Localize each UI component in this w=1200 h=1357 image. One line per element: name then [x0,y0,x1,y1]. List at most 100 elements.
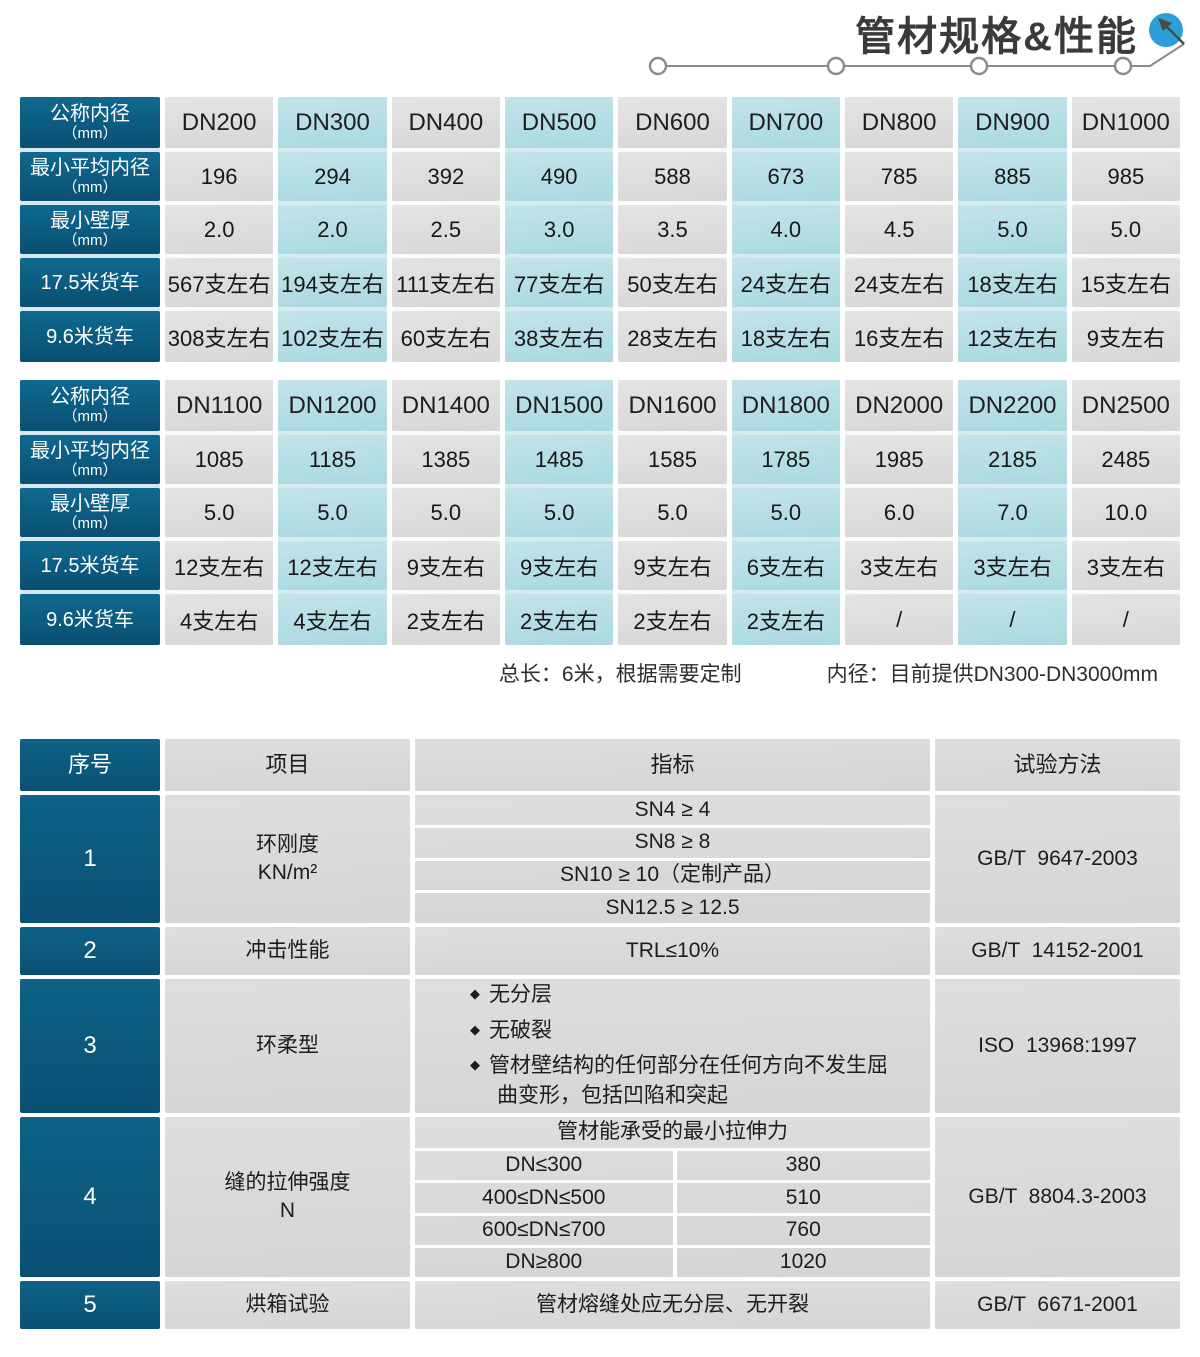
row-header: 9.6米货车 [20,592,160,645]
row-header: 17.5米货车 [20,539,160,592]
column-header-label: DN800 [845,97,954,148]
data-cell-value: 10.0 [1071,488,1180,537]
perf-header-item: 项目 [165,739,410,791]
page-header: 管材规格&性能 [0,0,1200,95]
data-cell-value: 1985 [845,435,954,484]
timeline-node-icon [826,56,846,76]
row-header-line1: 公称内径 [50,386,130,409]
data-cell: 9支左右 [391,539,500,592]
column-header: DN2500 [1071,380,1180,433]
data-cell-value: 785 [845,152,954,201]
sub-table-value: 380 [785,1153,821,1177]
data-cell-value: 2支左右 [618,594,727,645]
data-cell-value: 5.0 [618,488,727,537]
data-cell: 12支左右 [165,539,274,592]
spec-table-2: 公称内径 （mm） DN1100 DN1200 DN1400 DN1500 DN1600 DN… [20,380,1180,645]
data-cell-value: 2.0 [278,205,387,254]
data-cell: 3支左右 [845,539,954,592]
data-cell-value: 24支左右 [731,258,840,307]
indicator-sub-row: SN12.5 ≥ 12.5 [605,895,740,919]
perf-method-cell: GB/T 14152-2001 [935,927,1180,975]
column-header: DN1500 [505,380,614,433]
data-cell-value: 3支左右 [958,541,1067,590]
column-header: DN200 [165,97,274,150]
spec-table-1: 公称内径 （mm） DN200 DN300 DN400 DN500 DN600 DN700 DN… [20,97,1180,362]
row-header: 最小平均内径 （mm） [20,433,160,486]
data-cell: 2.5 [391,203,500,256]
column-header: DN1800 [731,380,840,433]
data-cell-value: 3.5 [618,205,727,254]
column-header-label: DN1100 [165,380,274,431]
data-cell-value: 392 [391,152,500,201]
data-cell: 392 [391,150,500,203]
row-header-line1: 公称内径 [50,103,130,126]
data-cell-value: 9支左右 [505,541,614,590]
perf-indicator-cell: 管材能承受的最小拉伸力 DN≤300 380 400≤DN≤500 510 600≤DN≤… [415,1117,930,1277]
diamond-bullet-icon: ◆ [470,1021,480,1037]
data-cell-value: 77支左右 [505,258,614,307]
indicator-bullet-item: ◆ 无分层 [470,983,552,1007]
data-cell-value: 28支左右 [618,311,727,362]
data-cell-value: 3.0 [505,205,614,254]
row-header: 17.5米货车 [20,256,160,309]
sub-table-row: 600≤DN≤700 760 [415,1215,930,1248]
data-cell: 5.0 [1071,203,1180,256]
data-cell-value: 1185 [278,435,387,484]
data-cell-value: 294 [278,152,387,201]
data-cell-value: 885 [958,152,1067,201]
row-header-line1: 9.6米货车 [46,608,134,631]
data-cell-value: 9支左右 [618,541,727,590]
data-cell-value: 50支左右 [618,258,727,307]
data-cell: 5.0 [618,486,727,539]
sub-table-value: 510 [785,1185,821,1209]
column-header: DN2200 [958,380,1067,433]
data-cell-value: 985 [1071,152,1180,201]
note-diameter: 内径：目前提供DN300-DN3000mm [826,663,1158,686]
data-cell-value: 5.0 [391,488,500,537]
data-cell: 3.0 [505,203,614,256]
data-cell: 5.0 [731,486,840,539]
data-cell-value: 4.0 [731,205,840,254]
row-header-line2: （mm） [62,408,118,426]
data-cell-value: 2支左右 [505,594,614,645]
data-cell-value: 5.0 [165,488,274,537]
column-header-label: DN900 [958,97,1067,148]
perf-row-number: 4 [20,1117,160,1277]
row-header-label: 最小壁厚 （mm） [20,488,160,537]
data-cell-value: 15支左右 [1071,258,1180,307]
data-cell: 1485 [505,433,614,486]
notes: 总长：6米，根据需要定制 内径：目前提供DN300-DN3000mm [20,657,1180,689]
perf-header-method: 试验方法 [935,739,1180,791]
perf-item-line: 环刚度 [256,832,319,856]
row-header-line1: 17.5米货车 [40,271,140,294]
row-header-label: 17.5米货车 [20,541,160,590]
data-cell: 24支左右 [845,256,954,309]
data-cell: 38支左右 [505,309,614,362]
page-title: 管材规格&性能 [855,15,1138,59]
perf-row-number: 1 [20,795,160,923]
column-header-label: DN1200 [278,380,387,431]
indicator-bullet-item: ◆ 管材壁结构的任何部分在任何方向不发生屈曲变形，包括凹陷和突起 [470,1054,888,1108]
indicator-text: TRL≤10% [625,938,720,962]
perf-indicator-cell: 管材熔缝处应无分层、无开裂 [415,1281,930,1329]
data-cell: 4支左右 [165,592,274,645]
sub-table-row: DN≤300 380 [415,1151,930,1184]
sub-table-condition: 600≤DN≤700 [415,1215,677,1245]
perf-method-cell: GB/T 9647-2003 [935,795,1180,923]
data-cell-value: 111支左右 [391,258,500,307]
row-header: 公称内径 （mm） [20,97,160,150]
column-header-label: DN2200 [958,380,1067,431]
data-cell: 673 [731,150,840,203]
data-cell: 2支左右 [618,592,727,645]
data-cell: 18支左右 [731,309,840,362]
indicator-bullet-item: ◆ 无破裂 [470,1018,552,1042]
data-cell: 2支左右 [391,592,500,645]
data-cell: 3支左右 [958,539,1067,592]
sub-table-condition: DN≥800 [415,1247,677,1277]
data-cell: 24支左右 [731,256,840,309]
column-header-label: DN600 [618,97,727,148]
column-header: DN900 [958,97,1067,150]
data-cell: 50支左右 [618,256,727,309]
data-cell-value: 12支左右 [278,541,387,590]
column-header: DN1000 [1071,97,1180,150]
